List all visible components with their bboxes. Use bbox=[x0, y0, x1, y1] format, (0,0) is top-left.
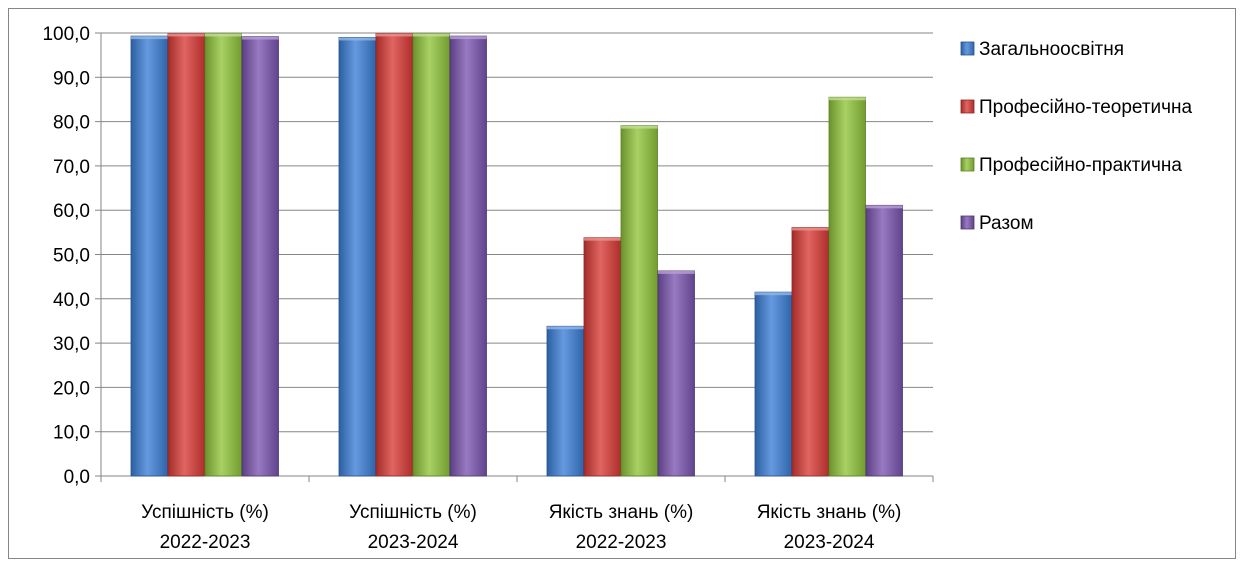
x-category-label: 2023-2024 bbox=[784, 532, 875, 553]
bar-top-highlight bbox=[547, 326, 584, 330]
bar-2-2 bbox=[375, 33, 413, 477]
y-tick-label: 90,0 bbox=[53, 68, 90, 89]
legend-label: Професійно-теоретична bbox=[979, 97, 1193, 118]
y-tick-label: 70,0 bbox=[53, 157, 90, 178]
bar-top-highlight bbox=[621, 125, 658, 129]
bar-top-highlight bbox=[792, 227, 829, 231]
legend-label: Професійно-практична bbox=[979, 155, 1182, 176]
legend-swatch bbox=[960, 215, 975, 230]
bar-top-highlight bbox=[450, 36, 487, 40]
legend-label: Загальноосвітня bbox=[979, 39, 1124, 60]
bar-top-highlight bbox=[413, 33, 450, 37]
y-tick-label: 20,0 bbox=[53, 378, 90, 399]
bar-2-3 bbox=[583, 237, 621, 477]
legend-swatch bbox=[960, 157, 975, 172]
y-tick-label: 0,0 bbox=[64, 467, 90, 488]
bar-top-highlight bbox=[168, 33, 205, 37]
bar-3-2 bbox=[412, 33, 450, 477]
bar-3-4 bbox=[828, 96, 866, 477]
legend-swatch bbox=[960, 99, 975, 114]
bar-top-highlight bbox=[755, 292, 792, 296]
x-category-label: Якість знань (%) bbox=[757, 502, 902, 523]
x-category-label: 2022-2023 bbox=[160, 532, 251, 553]
bar-top-highlight bbox=[376, 33, 413, 37]
bar-1-2 bbox=[338, 37, 376, 477]
y-tick-label: 80,0 bbox=[53, 113, 90, 134]
bar-top-highlight bbox=[829, 97, 866, 101]
bar-top-highlight bbox=[339, 37, 376, 41]
bar-4-1 bbox=[241, 36, 279, 477]
bar-4-4 bbox=[865, 204, 903, 477]
x-category-label: Якість знань (%) bbox=[549, 502, 694, 523]
bar-1-1 bbox=[130, 35, 168, 477]
y-tick-label: 30,0 bbox=[53, 334, 90, 355]
x-category-label: 2023-2024 bbox=[368, 532, 459, 553]
y-tick-label: 100,0 bbox=[42, 24, 90, 45]
axis-labels: 0,0 10,0 20,0 30,0 40,0 50,0 60,0 70,0 80,0 90,0 1… bbox=[42, 24, 901, 553]
y-tick-label: 10,0 bbox=[53, 423, 90, 444]
bar-2-4 bbox=[791, 227, 829, 477]
x-category-label: Успішність (%) bbox=[349, 502, 477, 523]
legend-label: Разом bbox=[979, 213, 1034, 234]
bar-4-3 bbox=[657, 270, 695, 477]
x-category-label: 2022-2023 bbox=[576, 532, 667, 553]
bars bbox=[130, 33, 903, 477]
y-tick-label: 50,0 bbox=[53, 246, 90, 267]
bar-1-3 bbox=[546, 325, 584, 477]
bar-1-4 bbox=[754, 291, 792, 477]
bar-top-highlight bbox=[131, 36, 168, 40]
bar-3-3 bbox=[620, 125, 658, 477]
bar-2-1 bbox=[167, 33, 205, 477]
bar-4-2 bbox=[449, 35, 487, 477]
legend: Загальноосвітня Професійно-теоретична Проф… bbox=[960, 39, 1193, 234]
y-tick-label: 40,0 bbox=[53, 290, 90, 311]
bar-top-highlight bbox=[205, 33, 242, 37]
y-tick-label: 60,0 bbox=[53, 201, 90, 222]
bar-top-highlight bbox=[584, 237, 621, 241]
x-category-label: Успішність (%) bbox=[141, 502, 269, 523]
bar-top-highlight bbox=[242, 36, 279, 40]
bar-top-highlight bbox=[866, 205, 903, 209]
bar-3-1 bbox=[204, 33, 242, 477]
bar-top-highlight bbox=[658, 270, 695, 274]
legend-swatch bbox=[960, 41, 975, 56]
